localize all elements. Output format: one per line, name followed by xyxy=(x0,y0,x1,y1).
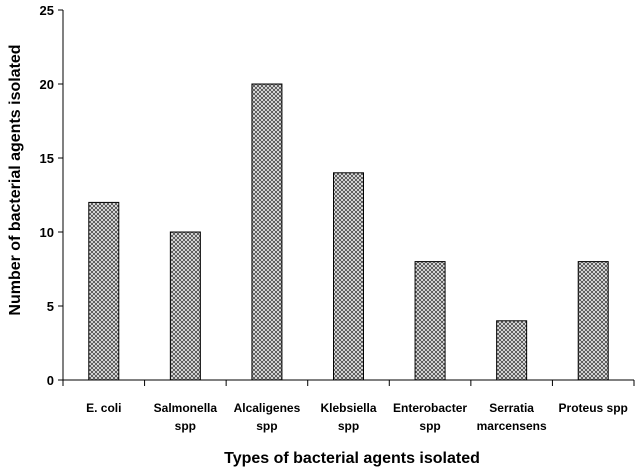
x-category-label-line: Klebsiella xyxy=(320,401,376,415)
bar xyxy=(414,261,446,381)
x-category-label: Serratia marcensens xyxy=(477,401,547,433)
y-tick-label: 25 xyxy=(40,3,54,18)
y-tick-label: 20 xyxy=(40,77,54,92)
y-axis: 0 5 10 15 20 25 xyxy=(40,3,64,388)
bars xyxy=(88,83,609,381)
x-category-label: E. coli xyxy=(86,401,121,415)
x-axis-title: Types of bacterial agents isolated xyxy=(224,450,480,467)
x-category-label-line: spp xyxy=(175,419,196,433)
bar xyxy=(88,201,120,381)
x-category-label-line: Salmonella xyxy=(154,401,218,415)
x-category-label: Enterobacter spp xyxy=(393,401,467,433)
bar xyxy=(577,261,609,381)
x-category-label-line: spp xyxy=(256,419,277,433)
y-tick-label: 10 xyxy=(40,225,54,240)
x-category-label: Proteus spp xyxy=(559,401,628,415)
y-tick-label: 5 xyxy=(47,299,54,314)
x-category-label-line: Proteus spp xyxy=(559,401,628,415)
x-category-label-line: E. coli xyxy=(86,401,121,415)
x-category-label-line: Serratia xyxy=(489,401,534,415)
x-category-label-line: Enterobacter xyxy=(393,401,467,415)
y-tick-label: 15 xyxy=(40,151,54,166)
bar xyxy=(251,83,283,381)
x-category-label: Alcaligenes spp xyxy=(234,401,301,433)
y-tick-label: 0 xyxy=(47,373,54,388)
bar xyxy=(496,320,528,381)
x-category-label-line: spp xyxy=(419,419,440,433)
x-category-label-line: spp xyxy=(338,419,359,433)
y-axis-title: Number of bacterial agents isolated xyxy=(7,44,24,315)
x-category-label: Klebsiella spp xyxy=(320,401,376,433)
x-category-label-line: marcensens xyxy=(477,419,547,433)
x-category-label: Salmonella spp xyxy=(154,401,218,433)
x-axis xyxy=(62,379,635,386)
x-category-label-line: Alcaligenes xyxy=(234,401,301,415)
bar xyxy=(169,231,201,381)
bar xyxy=(333,172,364,381)
